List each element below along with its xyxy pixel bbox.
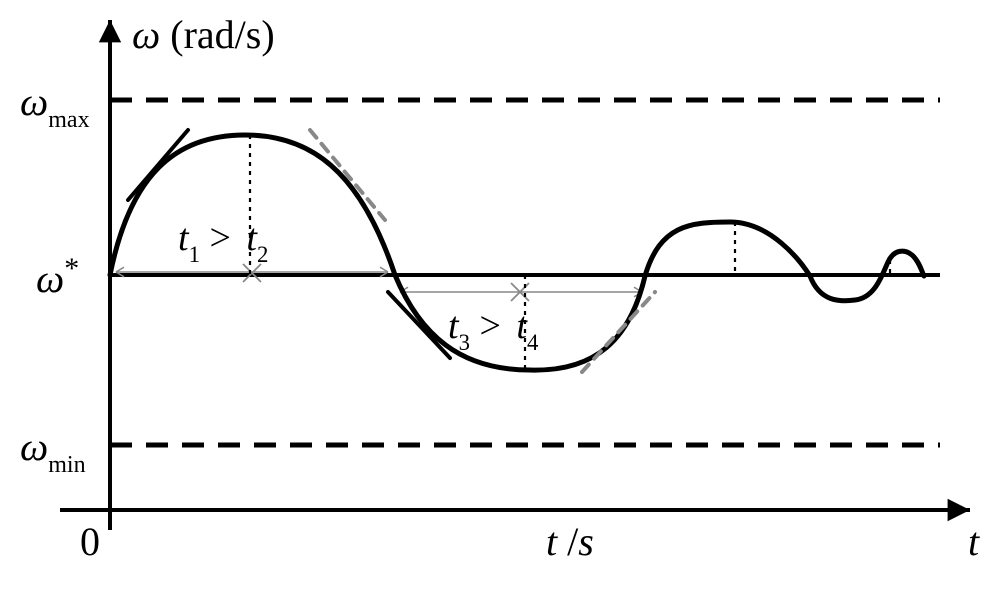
tangent-t1 <box>128 130 188 200</box>
x-axis-label-ts: t /s <box>546 519 594 564</box>
t1-gt-t2-label: t1 > t2 <box>178 217 268 267</box>
omega-min-label: ωmin <box>20 424 86 478</box>
omega-max-label: ωmax <box>20 79 90 133</box>
y-axis-label: ω (rad/s) <box>132 12 275 57</box>
tangent-t2 <box>310 130 385 220</box>
tangent-t3 <box>388 292 450 358</box>
origin-label: 0 <box>80 519 100 564</box>
omega-star-label: ω* <box>36 252 79 301</box>
y-axis-arrow <box>99 20 121 42</box>
x-axis-arrow <box>948 499 970 521</box>
tangent-t4 <box>582 292 655 372</box>
x-axis-label-t: t <box>968 519 980 564</box>
